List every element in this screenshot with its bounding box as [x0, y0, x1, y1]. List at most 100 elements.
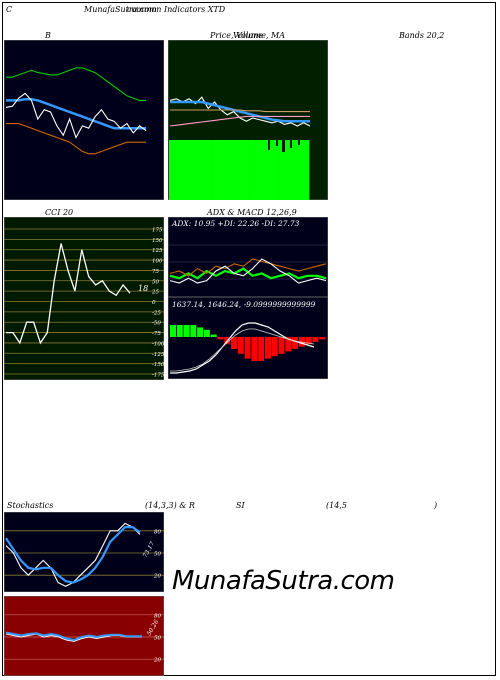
- cci-tick-label-3: 100: [152, 259, 163, 265]
- volume-gap-2: [282, 140, 285, 152]
- volume-bars: [169, 140, 310, 200]
- rsi-title: SI: [236, 501, 245, 510]
- bollinger-panel: [4, 40, 164, 200]
- macd-bar-11: [244, 337, 251, 359]
- macd-bar-5: [203, 329, 210, 337]
- stoch-lines: [5, 522, 141, 587]
- macd-bar-1: [176, 325, 183, 337]
- cci-panel: 175 150 125 100 75 50 25 0 -25 -50 -75 -100 -125 -150…: [4, 217, 164, 380]
- cci-tick-label-12: -125: [152, 352, 164, 358]
- adx-panel: ADX: 10.95 +DI: 22.26 -DI: 27.73: [168, 217, 328, 297]
- macd-bar-10: [237, 337, 244, 354]
- macd-histogram: [170, 325, 326, 361]
- macd-bar-18: [292, 337, 299, 349]
- rsi-tick-1: 50: [154, 636, 161, 642]
- macd-bar-7: [217, 337, 224, 340]
- stoch-tick-0: 80: [154, 529, 161, 535]
- volume-bar-6: [205, 140, 212, 200]
- stoch-bg: [4, 512, 164, 592]
- adx-series-1: [169, 258, 327, 277]
- volume-bar-11: [236, 140, 243, 200]
- cci-tick-label-10: -75: [152, 331, 161, 337]
- volume-bar-8: [217, 140, 225, 200]
- macd-lines: [170, 322, 315, 374]
- cci-tick-label-1: 150: [152, 238, 163, 244]
- bollinger-series-0: [6, 67, 146, 101]
- volume-bar-4: [193, 140, 200, 200]
- rsi-series-1: [5, 631, 142, 642]
- cci-bg: [4, 217, 164, 380]
- cci-line: [6, 243, 131, 345]
- header-subtitle: common Indicators XTD: [127, 5, 226, 14]
- cci-tick-label-13: -150: [152, 362, 164, 368]
- volume-bar-15: [260, 140, 267, 200]
- cci-tick-label-0: 175: [152, 228, 163, 234]
- cci-tick-label-4: 75: [152, 269, 159, 275]
- price-series-2: [169, 115, 310, 127]
- volume-bar-2: [181, 140, 188, 200]
- macd-bar-0: [170, 325, 176, 337]
- cci-tick-label-11: -100: [152, 341, 164, 347]
- bollinger-series-2: [5, 92, 147, 139]
- macd-readout: 1637.14, 1646.24, -9.0999999999999: [172, 300, 316, 309]
- volume-gap-1: [276, 140, 278, 146]
- volume-gap-4: [298, 140, 300, 145]
- cci-title: CCI 20: [45, 208, 74, 217]
- volume-bar-5: [199, 140, 206, 200]
- rsi-tick-2: 20: [153, 658, 161, 664]
- adx-readout: ADX: 10.95 +DI: 22.26 -DI: 27.73: [171, 219, 300, 228]
- stoch-tick-1: 50: [154, 552, 161, 558]
- adx-macd-title: ADX & MACD 12,26,9: [207, 208, 297, 217]
- bollinger-series-1: [6, 97, 146, 130]
- stoch-series-1: [5, 526, 141, 584]
- rsi-tick-0: 80: [154, 613, 161, 619]
- volume-bar-0: [169, 140, 176, 200]
- cci-tick-label-6: 25: [151, 290, 159, 296]
- volume-bar-20: [290, 140, 298, 200]
- close-paren: ): [434, 501, 438, 510]
- bollinger-bg: [4, 40, 164, 200]
- macd-bar-12: [251, 337, 258, 361]
- macd-bar-21: [312, 337, 319, 342]
- stochastics-title: Stochastics: [7, 501, 54, 510]
- bollinger-series-3: [6, 123, 146, 155]
- price-volume-panel: [168, 40, 328, 200]
- cci-grid: 175 150 125 100 75 50 25 0 -25 -50 -75 -100 -125 -150…: [4, 228, 164, 379]
- cci-value-label: 18: [138, 284, 148, 293]
- site-title: MunafaSutra.com: [84, 5, 157, 14]
- macd-bar-4: [197, 327, 204, 337]
- price-volume-title: Price, Volume, MA: [210, 31, 286, 40]
- volume-bar-7: [211, 140, 218, 200]
- volume-bar-10: [229, 140, 237, 200]
- rsi-lines: [5, 631, 142, 642]
- bollinger-lines: [5, 67, 147, 155]
- cci-tick-label-9: -50: [152, 321, 161, 327]
- volume-bar-14: [254, 140, 261, 200]
- volume-bar-19: [284, 140, 292, 200]
- macd-bar-3: [190, 325, 197, 337]
- macd-bar-9: [231, 337, 237, 349]
- macd-panel: 1637.14, 1646.24, -9.0999999999999: [168, 297, 328, 379]
- cci-tick-label-14: -175: [152, 373, 164, 379]
- page-frame: [2, 2, 496, 676]
- volume-bar-16: [266, 140, 273, 200]
- signal-line: [170, 328, 315, 372]
- cci-tick-label-8: -25: [152, 310, 161, 316]
- price-lines: [169, 96, 311, 127]
- rsi-params: (14,5: [326, 501, 347, 510]
- volume-bar-18: [278, 140, 285, 200]
- volume-bar-12: [242, 140, 249, 200]
- volume-bar-9: [223, 140, 231, 200]
- watermark: MunafaSutra.com: [172, 566, 395, 596]
- macd-bar-6: [210, 334, 217, 337]
- macd-bar-17: [285, 337, 292, 352]
- stoch-tick-2: 20: [153, 574, 161, 580]
- volume-bar-17: [272, 140, 279, 200]
- macd-bar-13: [258, 337, 265, 361]
- macd-bar-15: [271, 337, 278, 357]
- bands-title: Bands 20,2: [399, 31, 445, 40]
- macd-bar-22: [319, 337, 326, 340]
- bollinger-title: B: [45, 31, 51, 40]
- adx-bg: [168, 217, 328, 297]
